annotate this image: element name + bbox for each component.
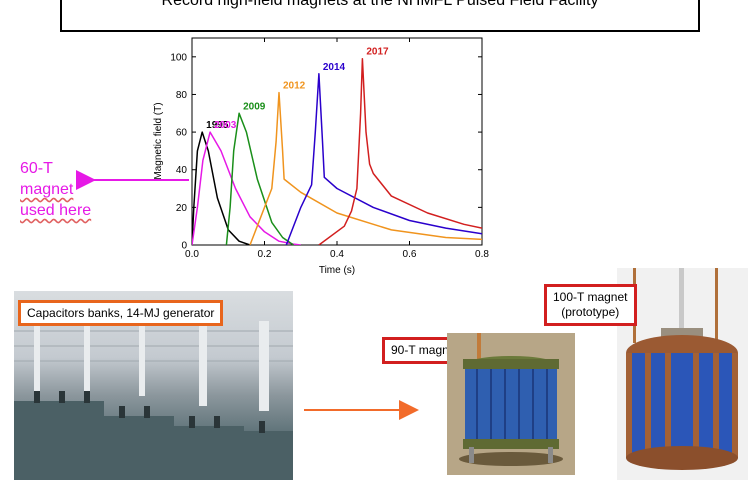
magnet-100-photo	[617, 268, 748, 480]
magnet-100-label: 100-T magnet (prototype)	[544, 284, 637, 326]
chart-series	[192, 57, 482, 245]
magnet-90-illustration	[447, 333, 575, 475]
capacitor-bank-photo: Capacitors banks, 14-MJ generator	[14, 291, 293, 480]
y-tick-label: 100	[170, 52, 187, 63]
y-tick-label: 0	[181, 241, 187, 252]
x-tick-label: 0.4	[330, 249, 344, 260]
series-line-2017	[318, 57, 482, 245]
magnet-100-label-line-2: (prototype)	[561, 305, 620, 319]
header-box: Record high-field magnets at the NHMFL P…	[60, 0, 700, 32]
y-tick-label: 20	[176, 203, 188, 214]
chart-axes: 0.0 0.2 0.4 0.6 0.8 0 20 40 60 80 100	[170, 37, 489, 260]
x-tick-label: 0.6	[403, 249, 417, 260]
series-line-2003	[192, 131, 301, 245]
magnet-annotation: 60-T magnet used here	[20, 158, 91, 221]
x-tick-label: 0.0	[185, 249, 199, 260]
series-label-2014: 2014	[323, 62, 346, 73]
y-tick-label: 60	[176, 128, 188, 139]
capacitors-label: Capacitors banks, 14-MJ generator	[18, 300, 224, 326]
series-label-2003: 2003	[214, 120, 237, 131]
magnet-100-label-line-1: 100-T magnet	[553, 290, 628, 304]
capacitor-bank-illustration	[14, 321, 293, 480]
x-axis-label: Time (s)	[319, 265, 355, 276]
series-label-2012: 2012	[283, 81, 306, 92]
series-label-2009: 2009	[243, 101, 266, 112]
magnet-90-photo	[447, 333, 575, 475]
annotation-line-3: used here	[20, 202, 92, 219]
y-tick-label: 80	[176, 90, 188, 101]
x-tick-label: 0.2	[258, 249, 272, 260]
series-label-2017: 2017	[366, 47, 389, 58]
annotation-line-2: magnet	[20, 181, 74, 198]
y-tick-label: 40	[176, 165, 188, 176]
x-tick-label: 0.8	[475, 249, 489, 260]
series-line-2009	[225, 112, 294, 245]
series-line-2014	[285, 73, 482, 245]
series-label-1995: 1995	[206, 120, 229, 131]
series-line-1995	[192, 131, 251, 245]
series-line-2012	[249, 91, 482, 245]
annotation-line-1: 60-T	[20, 160, 53, 177]
header-text: Record high-field magnets at the NHMFL P…	[161, 0, 599, 9]
magnet-100-illustration	[617, 268, 748, 480]
y-axis-label: Magnetic field (T)	[153, 102, 164, 179]
